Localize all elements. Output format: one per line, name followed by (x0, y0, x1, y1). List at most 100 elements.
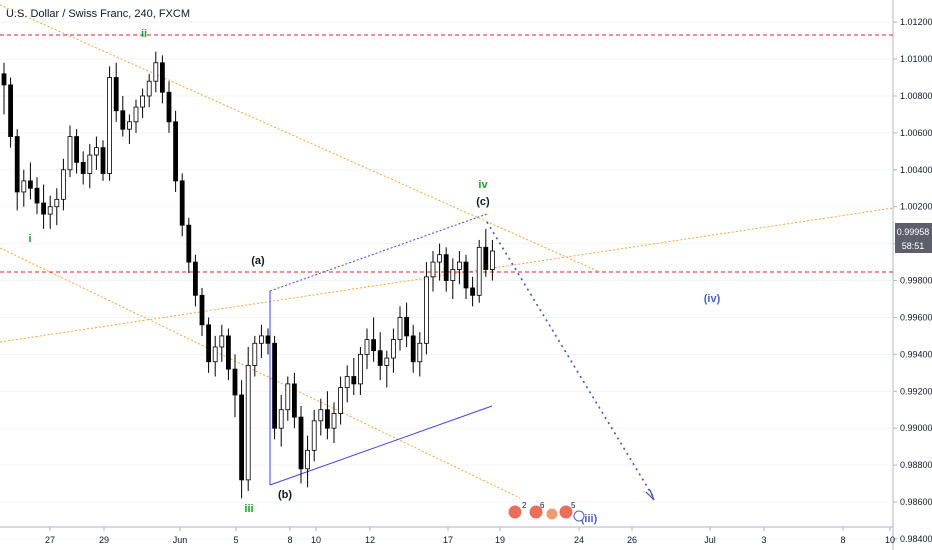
candle-bearish[interactable] (186, 224, 192, 263)
candle-bearish[interactable] (34, 187, 40, 204)
wave-label-iii-minor: (iii) (581, 513, 598, 525)
candle-bearish[interactable] (225, 335, 231, 370)
event-icon-group-2[interactable]: 6 (528, 501, 559, 521)
candle-series[interactable] (1, 51, 495, 499)
current-price-badge (895, 223, 932, 253)
candle-bullish[interactable] (423, 276, 429, 344)
candle-bearish[interactable] (100, 147, 106, 174)
candle-bullish[interactable] (437, 254, 443, 263)
candle-bullish[interactable] (87, 154, 93, 174)
wave-label-i: i (28, 233, 31, 245)
time-axis[interactable]: 27 29 Jun 5 8 10 12 17 19 24 26 Jul 3 8 10 (45, 527, 895, 545)
candle-bullish[interactable] (258, 335, 264, 344)
candle-bearish[interactable] (443, 254, 449, 281)
candle-bullish[interactable] (456, 261, 462, 270)
candle-bullish[interactable] (305, 449, 311, 470)
current-price-label: 0.99958 (897, 227, 930, 237)
candle-bearish[interactable] (113, 77, 119, 112)
candle-bullish[interactable] (384, 357, 390, 366)
candle-bullish[interactable] (54, 198, 60, 208)
price-axis[interactable]: 1.01200 1.01000 1.00800 1.00600 1.00400 1.002… (893, 17, 932, 544)
candle-bullish[interactable] (318, 409, 324, 422)
wave-label-b: (b) (278, 489, 292, 501)
price-tick-label: 1.00800 (900, 91, 932, 101)
orange-trendline-rising[interactable] (0, 207, 894, 343)
time-tick-label: Jun (173, 535, 188, 545)
candle-bearish[interactable] (179, 180, 185, 226)
event-count-1: 2 (522, 501, 527, 510)
candle-bullish[interactable] (278, 409, 284, 429)
candle-bearish[interactable] (159, 62, 165, 93)
candle-bullish[interactable] (338, 387, 344, 414)
candle-bearish[interactable] (410, 335, 416, 363)
candle-bullish[interactable] (212, 346, 218, 363)
candle-bullish[interactable] (219, 335, 225, 348)
time-tick-label: 17 (443, 535, 453, 545)
candle-bearish[interactable] (272, 342, 278, 429)
candle-bullish[interactable] (390, 339, 396, 359)
candle-bearish[interactable] (27, 180, 33, 189)
candle-bullish[interactable] (140, 95, 146, 108)
candle-bullish[interactable] (489, 250, 495, 270)
candle-bullish[interactable] (344, 376, 350, 388)
price-tick-label: 1.00600 (900, 128, 932, 138)
candle-bullish[interactable] (476, 246, 482, 296)
channel-lower-line[interactable] (269, 405, 493, 486)
candle-bearish[interactable] (483, 246, 489, 270)
candle-bearish[interactable] (232, 368, 238, 396)
candle-bullish[interactable] (245, 365, 251, 481)
candle-bullish[interactable] (311, 420, 317, 451)
candle-bearish[interactable] (377, 350, 383, 366)
candle-bullish[interactable] (21, 180, 27, 193)
candle-bullish[interactable] (331, 413, 337, 429)
orange-trendline-lower[interactable] (0, 247, 521, 499)
candle-bearish[interactable] (41, 202, 46, 215)
candle-bearish[interactable] (80, 162, 86, 174)
candle-bullish[interactable] (67, 136, 73, 171)
candle-bullish[interactable] (357, 353, 363, 385)
candle-bearish[interactable] (298, 416, 304, 470)
candle-bullish[interactable] (94, 147, 99, 156)
event-icon-group-3[interactable]: 5 (558, 501, 585, 522)
event-icon-group-1[interactable]: 2 (507, 501, 527, 520)
candle-bullish[interactable] (133, 106, 139, 123)
candle-bullish[interactable] (107, 77, 112, 174)
candle-bullish[interactable] (450, 269, 456, 281)
candle-bullish[interactable] (146, 80, 152, 97)
candle-bearish[interactable] (206, 324, 212, 363)
candle-bearish[interactable] (192, 261, 198, 296)
candle-bearish[interactable] (74, 136, 79, 163)
candle-bullish[interactable] (47, 206, 53, 215)
candle-bearish[interactable] (404, 317, 410, 337)
candle-bullish[interactable] (397, 317, 403, 340)
price-tick-label: 1.01200 (900, 17, 932, 27)
candle-bullish[interactable] (285, 383, 291, 411)
candle-bullish[interactable] (430, 261, 436, 278)
candle-bearish[interactable] (166, 91, 172, 123)
candle-bullish[interactable] (61, 169, 66, 200)
candle-bullish[interactable] (364, 339, 370, 355)
candle-bullish[interactable] (127, 121, 132, 130)
candle-bearish[interactable] (1, 73, 7, 86)
candle-bearish[interactable] (470, 287, 476, 296)
candle-bearish[interactable] (324, 409, 330, 429)
candle-bearish[interactable] (173, 121, 179, 182)
price-tick-label: 0.99000 (900, 423, 932, 433)
candle-bearish[interactable] (8, 84, 14, 137)
candle-bearish[interactable] (199, 294, 205, 326)
projection-path[interactable] (486, 221, 655, 499)
candle-bearish[interactable] (351, 376, 357, 385)
candle-bearish[interactable] (239, 394, 245, 481)
candle-bearish[interactable] (265, 335, 271, 344)
candle-bearish[interactable] (463, 261, 469, 289)
candle-bearish[interactable] (14, 136, 20, 193)
candle-bearish[interactable] (291, 383, 297, 418)
candle-bearish[interactable] (120, 110, 126, 130)
candle-bullish[interactable] (417, 342, 423, 363)
candle-bullish[interactable] (153, 62, 159, 82)
candle-bearish[interactable] (371, 339, 377, 352)
price-tick-label: 0.98600 (900, 497, 932, 507)
orange-trendline-upper[interactable] (0, 4, 601, 273)
candle-bullish[interactable] (252, 342, 258, 366)
